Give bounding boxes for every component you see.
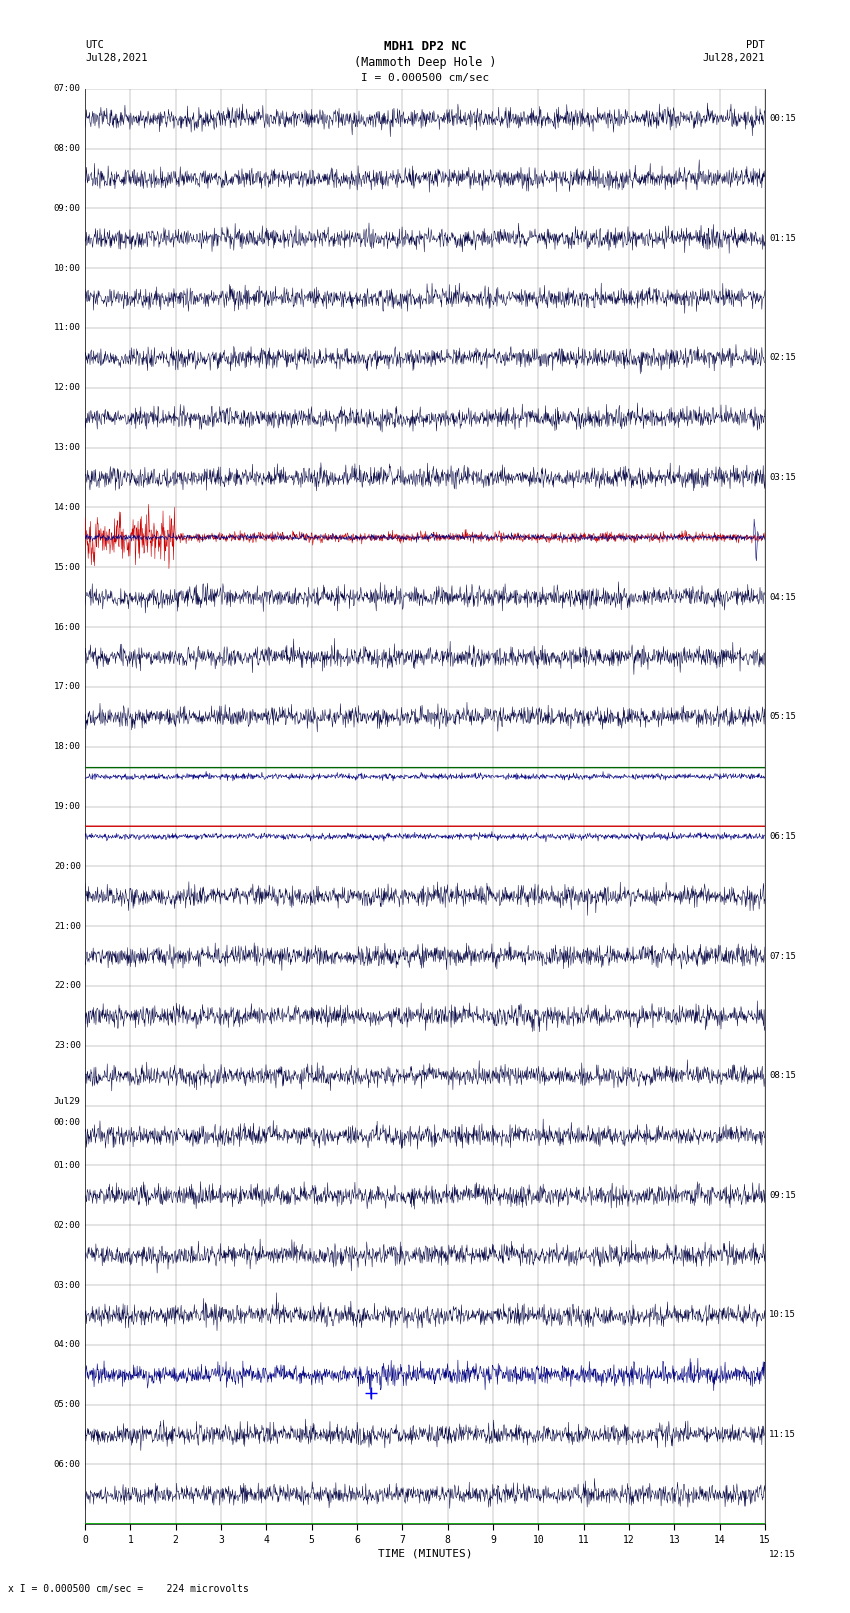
- Text: 00:00: 00:00: [54, 1118, 81, 1127]
- Text: 17:00: 17:00: [54, 682, 81, 692]
- Text: Jul28,2021: Jul28,2021: [85, 53, 148, 63]
- Text: 10:15: 10:15: [769, 1310, 796, 1319]
- Text: 10:00: 10:00: [54, 263, 81, 273]
- Text: 09:15: 09:15: [769, 1190, 796, 1200]
- Text: 15:00: 15:00: [54, 563, 81, 571]
- Text: I = 0.000500 cm/sec: I = 0.000500 cm/sec: [361, 73, 489, 82]
- Text: 19:00: 19:00: [54, 802, 81, 811]
- Text: 00:15: 00:15: [769, 115, 796, 123]
- Text: 05:00: 05:00: [54, 1400, 81, 1410]
- Text: 12:15: 12:15: [769, 1550, 796, 1558]
- Text: 22:00: 22:00: [54, 981, 81, 990]
- Text: 11:00: 11:00: [54, 324, 81, 332]
- Text: 02:15: 02:15: [769, 353, 796, 363]
- Text: 09:00: 09:00: [54, 203, 81, 213]
- Text: 06:00: 06:00: [54, 1460, 81, 1469]
- X-axis label: TIME (MINUTES): TIME (MINUTES): [377, 1548, 473, 1558]
- Text: 20:00: 20:00: [54, 861, 81, 871]
- Text: 03:15: 03:15: [769, 473, 796, 482]
- Text: Jul28,2021: Jul28,2021: [702, 53, 765, 63]
- Text: 06:15: 06:15: [769, 832, 796, 840]
- Text: 23:00: 23:00: [54, 1042, 81, 1050]
- Text: 07:00: 07:00: [54, 84, 81, 94]
- Text: 02:00: 02:00: [54, 1221, 81, 1229]
- Text: MDH1 DP2 NC: MDH1 DP2 NC: [383, 40, 467, 53]
- Text: (Mammoth Deep Hole ): (Mammoth Deep Hole ): [354, 56, 496, 69]
- Text: 04:15: 04:15: [769, 592, 796, 602]
- Text: 05:15: 05:15: [769, 713, 796, 721]
- Text: 16:00: 16:00: [54, 623, 81, 632]
- Text: 08:15: 08:15: [769, 1071, 796, 1081]
- Text: 21:00: 21:00: [54, 921, 81, 931]
- Text: 18:00: 18:00: [54, 742, 81, 752]
- Text: 01:00: 01:00: [54, 1161, 81, 1169]
- Text: 07:15: 07:15: [769, 952, 796, 960]
- Text: UTC: UTC: [85, 40, 104, 50]
- Text: PDT: PDT: [746, 40, 765, 50]
- Text: 12:00: 12:00: [54, 384, 81, 392]
- Text: 03:00: 03:00: [54, 1281, 81, 1289]
- Text: 08:00: 08:00: [54, 144, 81, 153]
- Text: 01:15: 01:15: [769, 234, 796, 242]
- Text: x I = 0.000500 cm/sec =    224 microvolts: x I = 0.000500 cm/sec = 224 microvolts: [8, 1584, 249, 1594]
- Text: Jul29: Jul29: [54, 1097, 81, 1105]
- Text: 04:00: 04:00: [54, 1340, 81, 1350]
- Text: 14:00: 14:00: [54, 503, 81, 511]
- Text: 13:00: 13:00: [54, 444, 81, 452]
- Text: 11:15: 11:15: [769, 1431, 796, 1439]
